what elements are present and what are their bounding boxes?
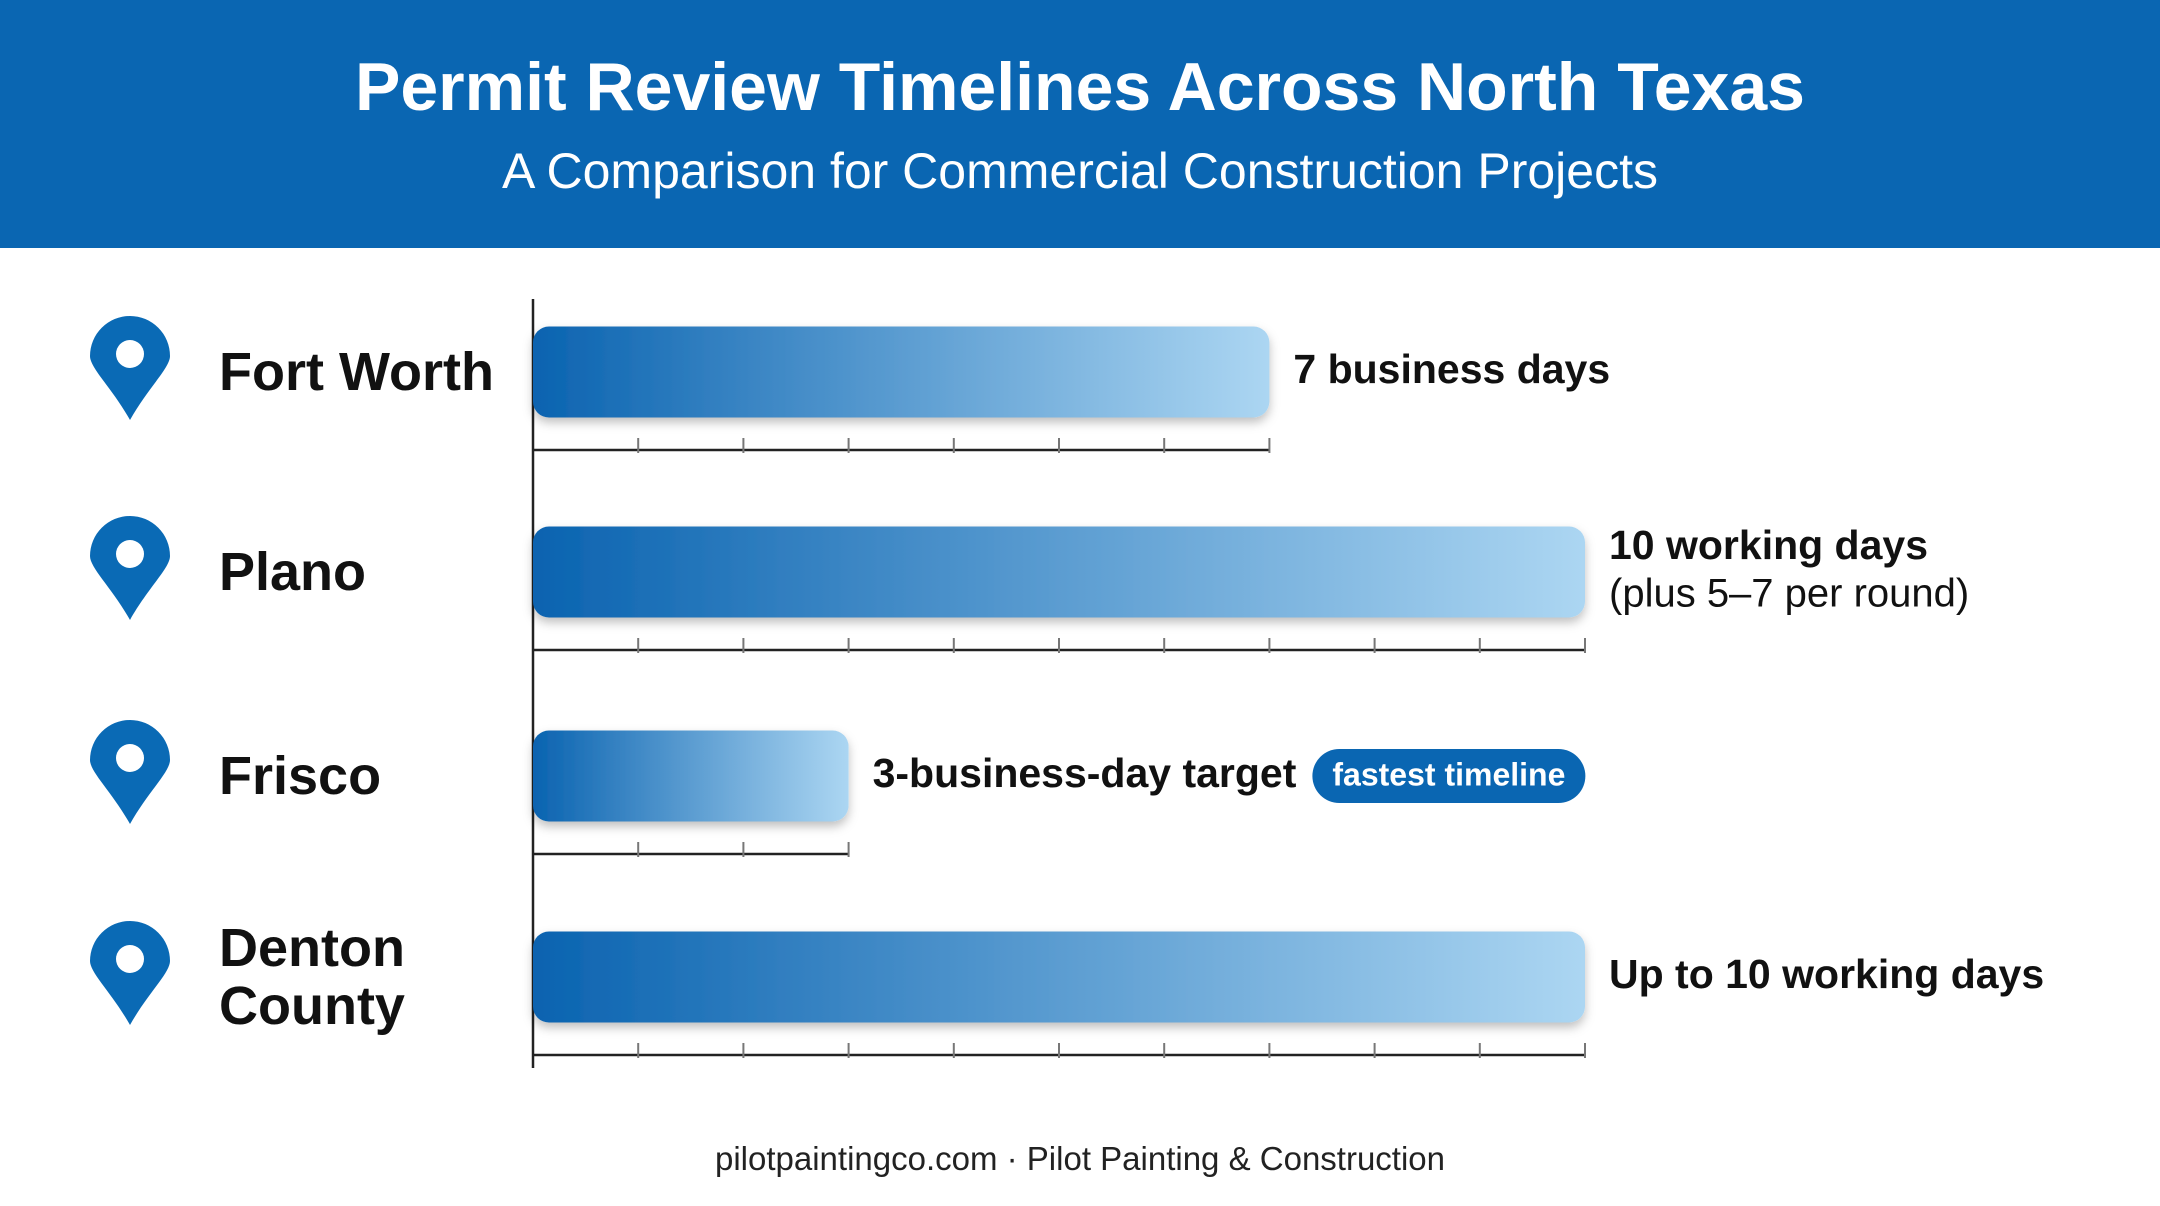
category-label: Frisco: [219, 746, 382, 806]
footer: pilotpaintingco.com · Pilot Painting & C…: [714, 1140, 1446, 1177]
value-label: 7 business days: [1293, 346, 1610, 392]
value-label: 10 working days: [1609, 522, 1928, 568]
badge: [1312, 749, 1586, 803]
category-label: Plano: [219, 542, 367, 602]
annotation: (plus 5–7 per round): [1609, 572, 1969, 616]
value-label: 3-business-day target: [873, 750, 1297, 796]
badge-label: fastest timeline: [1332, 756, 1565, 792]
bar: [533, 931, 1585, 1023]
chart-subtitle: A Comparison for Commercial Construction…: [502, 143, 1658, 199]
header: [0, 0, 2160, 248]
pin-hole: [116, 945, 144, 973]
pin-hole: [116, 540, 144, 568]
category-label: Fort Worth: [219, 342, 494, 402]
bar: [533, 730, 849, 822]
category-label: Denton County: [219, 918, 405, 1036]
pin-hole: [116, 744, 144, 772]
value-label: Up to 10 working days: [1609, 951, 2044, 997]
bar: [533, 526, 1585, 618]
bar: [533, 326, 1270, 418]
pin-hole: [116, 340, 144, 368]
chart-title: Permit Review Timelines Across North Tex…: [355, 49, 1805, 125]
